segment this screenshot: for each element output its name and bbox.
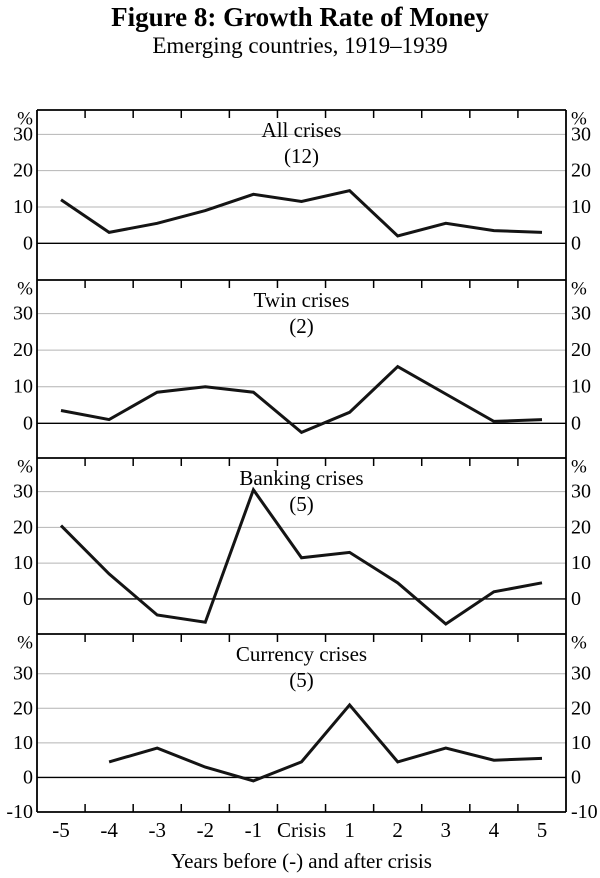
y-axis-label-left: 0 — [23, 766, 33, 788]
y-axis-label-left: 20 — [13, 697, 33, 719]
panel-count: (12) — [284, 144, 319, 168]
x-axis-label: -2 — [197, 818, 215, 842]
y-axis-label-right: 0 — [571, 766, 581, 788]
y-axis-label-right: 30 — [571, 481, 591, 503]
x-axis-label: -5 — [52, 818, 70, 842]
y-axis-label-left: 10 — [13, 196, 33, 218]
y-axis-unit-left: % — [17, 109, 33, 130]
y-axis-label-right: 10 — [571, 552, 591, 574]
y-axis-label-left: 30 — [13, 303, 33, 325]
y-axis-label-left: 0 — [23, 588, 33, 610]
y-axis-label-right: 30 — [571, 303, 591, 325]
y-axis-label-right: 10 — [571, 376, 591, 398]
y-axis-unit-left: % — [17, 457, 33, 478]
y-axis-label-right: 30 — [571, 123, 591, 145]
y-axis-label-right: 0 — [571, 588, 581, 610]
y-axis-label-right: -10 — [571, 801, 598, 823]
y-axis-unit-right: % — [571, 279, 587, 300]
y-axis-label-left: 10 — [13, 552, 33, 574]
x-axis-label: -4 — [100, 818, 118, 842]
y-axis-label-right: 20 — [571, 516, 591, 538]
y-axis-label-left: 20 — [13, 339, 33, 361]
panel-title: Banking crises — [239, 466, 363, 490]
panel-count: (5) — [289, 492, 314, 516]
x-axis-label: 3 — [441, 818, 452, 842]
panel-title: Twin crises — [254, 288, 350, 312]
y-axis-label-right: 20 — [571, 160, 591, 182]
y-axis-unit-left: % — [17, 633, 33, 654]
figure-title: Figure 8: Growth Rate of Money — [111, 2, 489, 32]
line-series-twin-crises — [60, 364, 543, 435]
x-axis-label: 4 — [489, 818, 500, 842]
y-axis-label-left: 0 — [23, 412, 33, 434]
y-axis-label-left: 10 — [13, 376, 33, 398]
y-axis-label-left: -10 — [6, 801, 33, 823]
y-axis-label-right: 30 — [571, 663, 591, 685]
panel-count: (2) — [289, 314, 314, 338]
x-axis-label: 1 — [344, 818, 355, 842]
y-axis-label-left: 20 — [13, 160, 33, 182]
y-axis-label-left: 30 — [13, 123, 33, 145]
x-axis-label: 2 — [392, 818, 403, 842]
x-axis-label: -1 — [245, 818, 263, 842]
y-axis-label-right: 20 — [571, 339, 591, 361]
y-axis-unit-right: % — [571, 457, 587, 478]
y-axis-unit-right: % — [571, 633, 587, 654]
y-axis-label-left: 20 — [13, 516, 33, 538]
y-axis-label-right: 0 — [571, 232, 581, 254]
figure-subtitle: Emerging countries, 1919–1939 — [152, 33, 448, 58]
panel-title: All crises — [262, 118, 342, 142]
line-series-banking-crises — [59, 486, 543, 626]
y-axis-label-right: 10 — [571, 732, 591, 754]
line-series-currency-crises — [108, 702, 543, 783]
y-axis-label-left: 10 — [13, 732, 33, 754]
panel-title: Currency crises — [236, 642, 367, 666]
panel-count: (5) — [289, 668, 314, 692]
y-axis-label-right: 10 — [571, 196, 591, 218]
x-axis-label: Crisis — [277, 818, 326, 842]
y-axis-unit-right: % — [571, 109, 587, 130]
y-axis-label-left: 30 — [13, 663, 33, 685]
y-axis-label-left: 0 — [23, 232, 33, 254]
x-axis-label: 5 — [537, 818, 548, 842]
x-axis-title: Years before (-) and after crisis — [171, 849, 432, 873]
y-axis-unit-left: % — [17, 279, 33, 300]
y-axis-label-right: 0 — [571, 412, 581, 434]
y-axis-label-left: 30 — [13, 481, 33, 503]
line-series-all-crises — [60, 188, 543, 238]
x-axis-label: -3 — [148, 818, 166, 842]
y-axis-label-right: 20 — [571, 697, 591, 719]
